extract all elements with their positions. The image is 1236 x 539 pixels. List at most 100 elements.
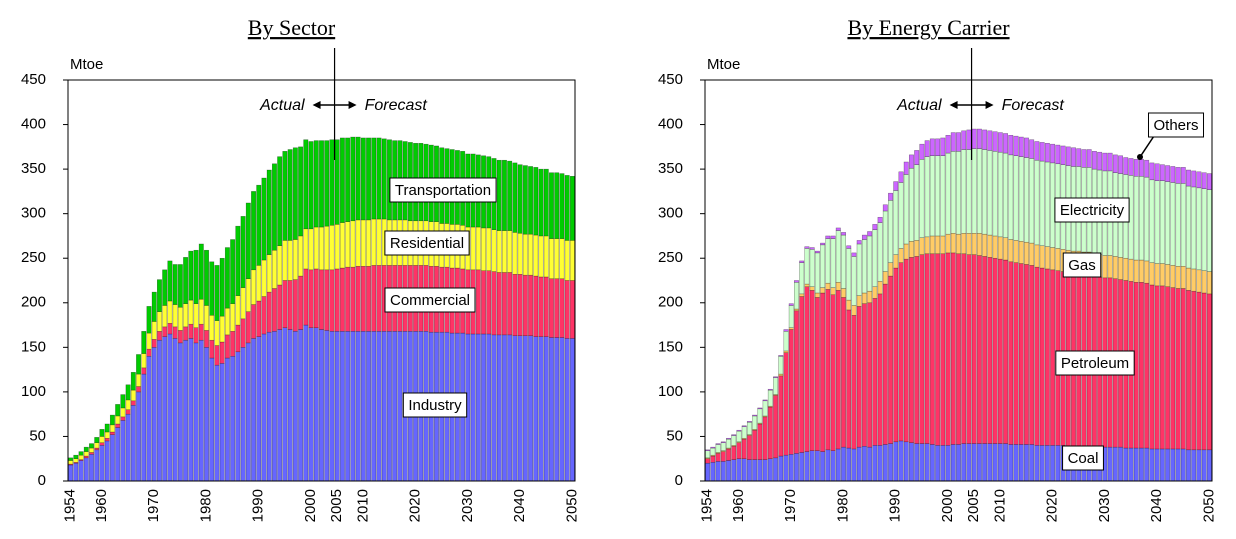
bar-segment [240, 216, 246, 288]
bar-segment [120, 394, 126, 409]
bar-segment [501, 272, 507, 336]
bar-segment [945, 445, 951, 482]
bar-segment [1191, 186, 1197, 270]
bar-segment [726, 448, 731, 461]
bar-segment [251, 338, 257, 482]
bar-segment [893, 181, 899, 191]
bar-segment [976, 148, 982, 234]
bar-segment [987, 130, 993, 151]
bar-segment [481, 333, 486, 482]
bar-segment [371, 137, 377, 220]
bar-segment [940, 235, 946, 255]
bar-segment [809, 249, 815, 287]
bar-segment [319, 226, 324, 271]
bar-segment [877, 293, 883, 446]
y-axis-label: Mtoe [70, 56, 103, 73]
bar-segment [882, 271, 888, 285]
bar-segment [961, 233, 967, 255]
bar-segment [271, 331, 277, 482]
x-tick-label: 1970 [145, 489, 162, 522]
bar-segment [209, 261, 215, 316]
bar-segment [104, 431, 110, 439]
bar-segment [313, 327, 319, 482]
bar-segment [366, 219, 372, 267]
bar-segment [287, 240, 293, 281]
annotation: Forecast [1002, 97, 1065, 114]
bar-segment [141, 353, 147, 369]
bar-segment [371, 331, 377, 482]
bar-segment [1133, 259, 1139, 283]
bar-segment [778, 455, 784, 482]
y-tick-label: 450 [658, 71, 683, 88]
bar-segment [1050, 269, 1056, 446]
bar-segment [882, 283, 888, 445]
bar-segment [1206, 271, 1212, 295]
bar-segment [1180, 265, 1186, 289]
bar-segment [867, 231, 873, 237]
bar-segment [1201, 292, 1207, 451]
bar-segment [961, 149, 967, 234]
bar-segment [339, 331, 345, 482]
bar-segment [73, 454, 79, 459]
bar-segment [214, 320, 220, 346]
bar-segment [360, 137, 366, 221]
bar-segment [997, 151, 1003, 238]
bar-segment [908, 167, 914, 242]
bar-segment [950, 252, 956, 445]
bar-segment [799, 293, 805, 297]
bar-segment [251, 269, 257, 305]
bar-segment [350, 266, 356, 332]
bar-segment [950, 233, 956, 254]
bar-segment [825, 235, 831, 239]
bar-segment [882, 444, 888, 482]
bar-segment [736, 458, 742, 482]
bar-segment [528, 274, 534, 336]
bar-segment [961, 253, 967, 444]
bar-segment [736, 430, 742, 443]
bar-segment [554, 337, 560, 482]
bar-segment [235, 351, 241, 482]
bar-segment [177, 330, 183, 344]
bar-segment [1107, 446, 1113, 482]
bar-segment [501, 230, 507, 273]
bar-segment [935, 235, 941, 255]
bar-segment [1170, 448, 1176, 482]
bar-segment [115, 423, 121, 428]
bar-segment [877, 222, 883, 282]
bar-segment [308, 327, 314, 482]
bar-segment [68, 464, 74, 482]
bar-segment [867, 235, 873, 292]
bar-segment [366, 137, 372, 221]
bar-segment [1159, 180, 1165, 264]
bar-segment [914, 256, 920, 444]
bar-segment [924, 140, 930, 157]
bar-segment [554, 278, 560, 338]
bar-segment [757, 423, 763, 460]
bar-segment [762, 416, 768, 460]
bar-segment [799, 262, 805, 295]
bar-segment [966, 149, 972, 234]
bar-segment [705, 458, 711, 464]
bar-segment [914, 240, 920, 257]
bar-segment [1018, 156, 1024, 242]
bar-segment [569, 338, 575, 482]
x-tick-label: 2000 [302, 489, 319, 522]
bar-segment [898, 171, 904, 183]
bar-segment [783, 454, 789, 482]
bar-segment [298, 235, 304, 277]
bar-segment [94, 449, 100, 482]
bar-segment [219, 363, 225, 482]
bar-segment [167, 323, 173, 335]
bar-segment [554, 172, 560, 239]
bar-segment [861, 292, 867, 304]
bar-segment [1118, 257, 1123, 280]
bar-segment [136, 391, 142, 482]
bar-segment [1018, 444, 1024, 482]
bar-segment [835, 448, 841, 482]
bar-segment [1149, 262, 1155, 286]
bar-segment [1076, 148, 1082, 167]
bar-segment [528, 335, 534, 482]
bar-segment [183, 257, 189, 304]
bar-segment [867, 302, 873, 448]
